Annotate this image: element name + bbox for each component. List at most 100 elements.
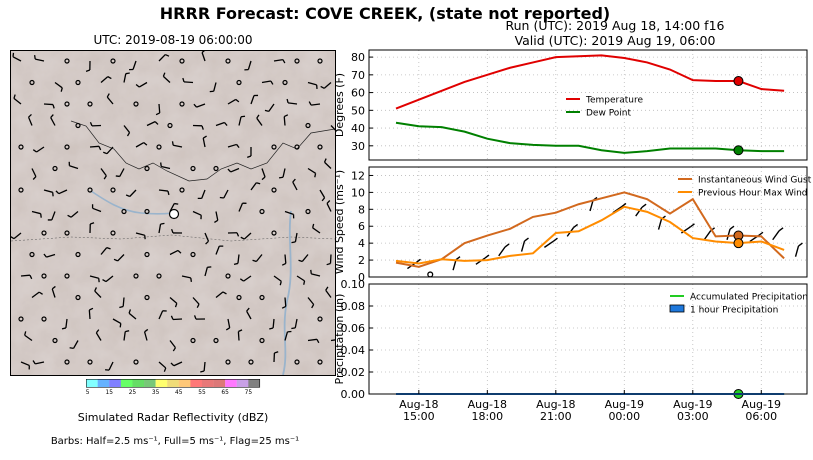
wind-barb (215, 291, 227, 299)
wind-barb (330, 125, 335, 136)
calm-barb (52, 165, 58, 172)
legend-label: 1 hour Precipitation (690, 306, 778, 316)
calm-barb (179, 101, 185, 107)
legend-label: Temperature (585, 96, 643, 106)
wind-barb (325, 286, 332, 298)
wind-barb (158, 189, 170, 196)
calm-barb (64, 359, 70, 365)
calm-barb (190, 165, 196, 172)
wind-barbs (11, 51, 335, 373)
colorbar-cell (201, 379, 214, 388)
y-tick-label: 80 (351, 51, 365, 64)
x-tick-label: Aug-19 (605, 398, 644, 411)
calm-barb (317, 144, 323, 150)
series-line (395, 205, 785, 265)
calm-barb (236, 79, 242, 86)
barbs-legend-note: Barbs: Half=2.5 ms⁻¹, Full=5 ms⁻¹, Flag=… (50, 436, 300, 447)
wind-barb (89, 145, 102, 151)
wind-barb (215, 121, 228, 127)
y-tick-label: 2 (358, 254, 365, 267)
calm-barb (294, 58, 300, 64)
current-value-marker (733, 238, 744, 249)
y-tick-label: 8 (358, 203, 365, 216)
wind-barb (227, 98, 240, 105)
wind-barb (227, 143, 240, 149)
colorbar-ticks: 5 15 25 35 45 55 65 75 (86, 390, 253, 395)
calm-barb (41, 230, 47, 236)
wind-barb (95, 329, 102, 341)
calm-barb (225, 58, 231, 64)
wind-barb (192, 124, 204, 130)
wind-barb (67, 210, 79, 218)
y-tick-label: 50 (351, 104, 365, 117)
wind-barb (50, 114, 56, 126)
y-tick-label: 0.06 (341, 322, 366, 335)
wind-barb (11, 232, 22, 240)
calm-barb (87, 359, 93, 365)
calm-barb (156, 144, 162, 150)
station-marker (168, 208, 180, 220)
wind-barb (89, 222, 95, 234)
calm-barb (167, 122, 173, 129)
wind-barb (171, 141, 183, 148)
wind-barb (170, 315, 183, 321)
wind-barb (115, 168, 125, 178)
calm-barb (282, 79, 288, 86)
wind-barb (135, 81, 148, 88)
calm-barb (64, 273, 70, 279)
wind-barb (772, 227, 784, 241)
y-axis-label: Precipitation (in) (333, 294, 346, 385)
y-tick-label: 6 (358, 220, 365, 233)
x-tick-label: Aug-18 (399, 398, 438, 411)
wind-barb (20, 274, 33, 280)
wind-barb (135, 232, 146, 240)
calm-barb (29, 251, 35, 258)
legend-label: Accumulated Precipitation (690, 293, 808, 303)
calm-barb (64, 101, 70, 107)
calm-barb (87, 101, 93, 107)
colorbar-cell (213, 379, 226, 388)
wind-barb (269, 318, 275, 330)
calm-barb (190, 337, 196, 344)
series-line (395, 54, 785, 110)
legend-swatch (669, 304, 685, 313)
wind-barb (24, 331, 33, 342)
wind-barb (240, 232, 252, 240)
wind-barb (320, 82, 332, 89)
wind-barb (31, 168, 37, 180)
wind-barb (237, 329, 243, 341)
wind-barb (181, 275, 193, 282)
wind-barb (250, 182, 261, 191)
main-title: HRRR Forecast: COVE CREEK, (state not re… (159, 4, 611, 23)
y-tick-label: 0.08 (341, 300, 366, 313)
legend-label: Previous Hour Max Wind (698, 189, 808, 199)
wind-barb (158, 53, 170, 62)
calm-barb (64, 144, 70, 150)
calm-barb (64, 230, 70, 236)
wind-barb (169, 340, 176, 352)
wind-barb (68, 161, 79, 170)
wind-barb (105, 361, 114, 371)
wind-barb (291, 318, 298, 330)
wind-barb (54, 81, 63, 92)
wind-barb (326, 254, 332, 266)
x-tick-label: Aug-18 (536, 398, 575, 411)
calm-barb (144, 294, 150, 301)
y-tick-label: 12 (351, 169, 365, 182)
wind-barb (193, 103, 206, 108)
wind-barb (162, 72, 171, 83)
plot-frame (368, 49, 808, 161)
calm-barb (236, 294, 242, 301)
wind-barb (244, 60, 252, 71)
wind-barb (312, 223, 321, 234)
y-tick-label: 0.02 (341, 366, 366, 379)
wind-barb (238, 202, 247, 212)
plot-area (369, 284, 807, 394)
wind-barb (261, 80, 274, 85)
wind-barb (51, 285, 56, 298)
plot-area (369, 50, 807, 160)
x-tick-label: Aug-18 (468, 398, 507, 411)
wind-barb (252, 254, 263, 263)
x-tick-label: Aug-19 (673, 398, 712, 411)
wind-barb (12, 52, 22, 62)
